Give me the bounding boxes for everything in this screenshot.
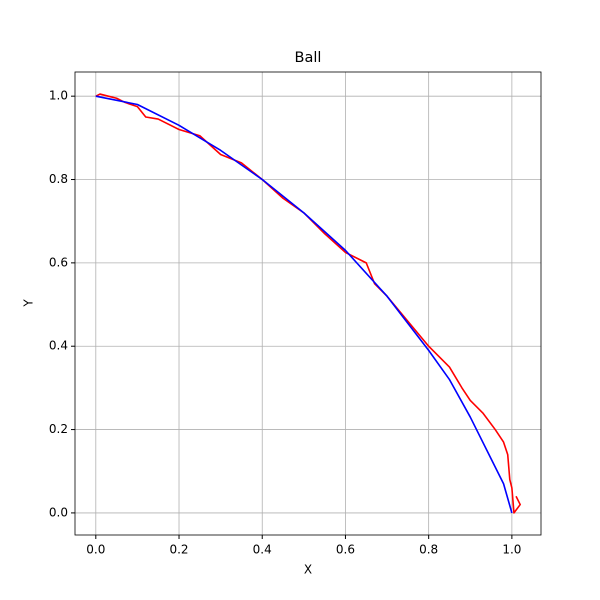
x-tick-label: 1.0 [502,543,521,557]
y-tick-label: 0.2 [49,422,68,436]
x-tick-label: 0.0 [86,543,105,557]
data-line [95,95,513,514]
x-tick-label: 0.4 [253,543,272,557]
y-tick-label: 0.4 [49,339,68,353]
x-tick-label: 0.2 [169,543,188,557]
data-line [95,93,521,514]
x-tick-label: 0.8 [419,543,438,557]
y-tick-label: 0.6 [49,255,68,269]
plot-frame [74,71,542,536]
y-tick-label: 1.0 [49,89,68,103]
x-axis-label: X [304,563,312,577]
y-tick-label: 0.8 [49,172,68,186]
y-axis-label: Y [22,299,36,308]
x-tick-label: 0.6 [336,543,355,557]
y-tick-label: 0.0 [49,505,68,519]
chart-title: Ball [295,50,322,66]
